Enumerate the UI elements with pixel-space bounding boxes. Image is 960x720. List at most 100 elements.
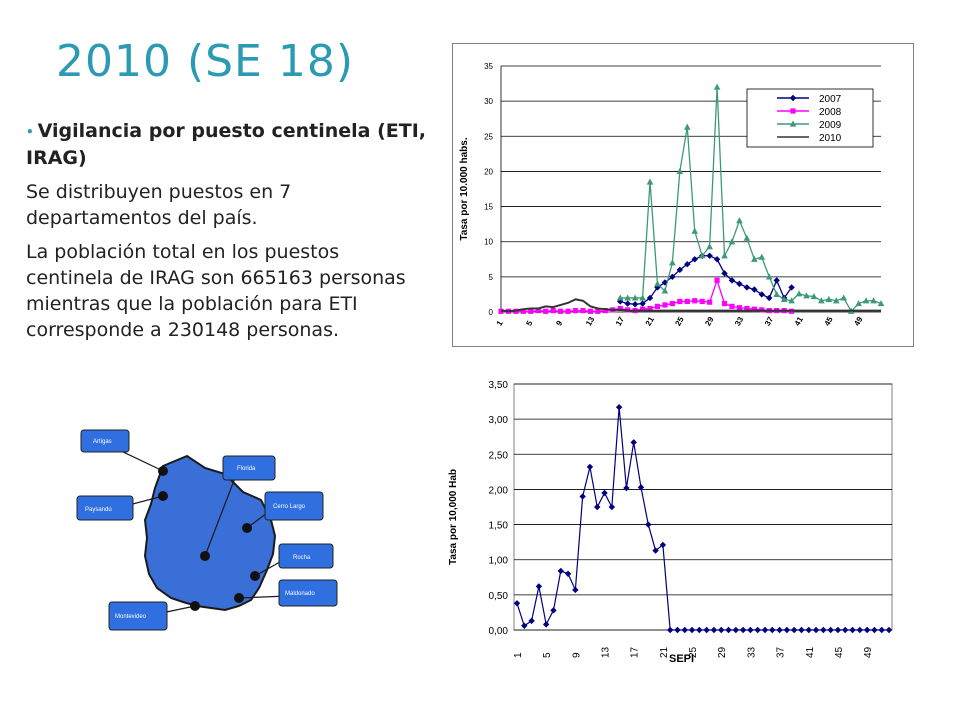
chart1-point-2009	[706, 243, 713, 250]
chart1-point-2009	[669, 259, 676, 266]
chart2-ytick-label: 0,50	[489, 591, 509, 602]
chart1-point-2009	[751, 255, 758, 262]
chart2-xtick-label: 37	[776, 646, 787, 658]
chart2-ytick-label: 0,00	[489, 626, 509, 637]
chart1-series-line-2010	[500, 298, 881, 313]
chart1-point-2009	[825, 295, 833, 302]
chart1-point-2009	[698, 252, 706, 259]
chart2-ytick-label: 2,50	[489, 450, 509, 461]
map-dot-rocha	[250, 571, 260, 581]
chart1-point-2008	[729, 303, 735, 309]
chart2-point	[834, 626, 842, 634]
chart2-point	[550, 607, 557, 614]
chart1-point-2009	[631, 294, 639, 301]
chart2-ylabel: Tasa por 10,000 Hab	[448, 469, 459, 565]
map-label-maldonado: Maldonado	[285, 591, 315, 597]
chart2-point	[615, 403, 623, 411]
chart2-point	[849, 626, 856, 634]
chart2-point	[608, 503, 616, 511]
chart2-point	[842, 626, 849, 634]
chart2-point	[798, 626, 805, 634]
chart1-point-2009	[795, 290, 803, 297]
chart1-point-2008	[565, 308, 571, 314]
chart2-point	[637, 484, 645, 491]
chart1-point-2007	[631, 301, 639, 308]
chart2-point	[579, 493, 586, 500]
chart2-point	[863, 626, 871, 634]
chart1-point-2008	[669, 300, 675, 307]
chart1-point-2008	[714, 277, 720, 283]
chart1-xtick-label: 9	[554, 319, 564, 328]
chart2-point	[710, 626, 718, 634]
chart1-xtick-label: 29	[703, 315, 716, 328]
chart1-point-2009	[870, 297, 877, 304]
chart2-point	[739, 626, 747, 634]
chart1-legend-label-2008: 2008	[819, 107, 842, 118]
chart1-point-2009	[862, 297, 870, 304]
chart1-point-2008	[617, 305, 623, 312]
chart1-series-line-2008	[501, 278, 792, 312]
chart2-point	[703, 626, 710, 634]
chart1-point-2008	[572, 307, 579, 314]
chart1-legend-marker-2008	[790, 108, 796, 114]
chart2-xtick-label: 17	[630, 646, 641, 658]
chart2-point	[827, 626, 834, 634]
chart1-point-2008	[602, 307, 608, 314]
chart2-point	[820, 626, 827, 634]
chart1-series-line-2007	[620, 255, 793, 305]
chart2-point	[776, 626, 783, 634]
chart1-point-2007	[713, 256, 721, 263]
map-label-cerro-largo: Cerro Largo	[273, 504, 306, 510]
chart2-point	[769, 626, 776, 634]
chart2-point	[871, 626, 878, 634]
chart1-ytick-label: 20	[484, 167, 493, 176]
chart1-xtick-label: 37	[763, 315, 776, 328]
chart1-point-2009	[676, 167, 684, 175]
chart1-point-2008	[692, 298, 698, 304]
chart2-point	[674, 626, 681, 634]
chart1-point-2008	[744, 305, 750, 312]
chart2-xlabel: SEPI	[669, 653, 694, 665]
chart1-legend-marker-2007	[789, 94, 797, 102]
chart2-point	[747, 626, 754, 634]
chart2-point	[732, 626, 740, 634]
chart1-xtick-label: 25	[673, 315, 686, 328]
chart2-point	[564, 570, 572, 577]
chart2-point	[542, 621, 550, 628]
chart1-ytick-label: 5	[489, 273, 494, 282]
bullet-1-text: Vigilancia por puesto centinela (ETI, IR…	[26, 120, 426, 169]
map-label-montevideo: Montevideo	[115, 614, 147, 620]
chart2-point	[594, 503, 601, 511]
chart1-point-2009	[818, 297, 825, 304]
chart2-xtick-label: 9	[571, 652, 582, 658]
chart1-point-2007	[624, 300, 631, 307]
chart2-ytick-label: 1,00	[489, 556, 509, 567]
chart2-point	[725, 626, 732, 634]
chart2-point	[601, 489, 608, 497]
chart1-point-2009	[691, 227, 699, 234]
chart2-point	[630, 439, 637, 446]
chart1-point-2008	[721, 300, 728, 307]
chart2-point	[856, 626, 864, 634]
chart2-xtick-label: 33	[746, 646, 757, 658]
chart1-point-2009	[661, 287, 669, 294]
chart1-point-2007	[669, 273, 676, 281]
chart1-point-2008	[587, 308, 594, 314]
chart1-point-2009	[721, 252, 728, 259]
chart1-point-2008	[707, 299, 713, 305]
chart2-point	[688, 626, 696, 634]
chart1-xtick-label: 21	[644, 315, 657, 328]
chart1-point-2009	[646, 178, 654, 185]
chart1-xtick-label: 41	[793, 315, 806, 328]
chart1-point-2008	[550, 307, 556, 314]
bullet-2: Se distribuyen puestos en 7 departamento…	[26, 180, 292, 229]
chart2-xtick-label: 29	[717, 646, 728, 658]
chart1-point-2009	[683, 123, 691, 130]
chart1-xtick-label: 17	[614, 315, 627, 328]
chart2-series-line	[516, 407, 889, 631]
chart1-point-2007	[721, 270, 728, 277]
chart2-point	[718, 626, 725, 634]
map-label-florida: Florida	[237, 466, 256, 472]
chart1-legend-label-2010: 2010	[819, 133, 842, 144]
chart2-point	[805, 626, 812, 634]
